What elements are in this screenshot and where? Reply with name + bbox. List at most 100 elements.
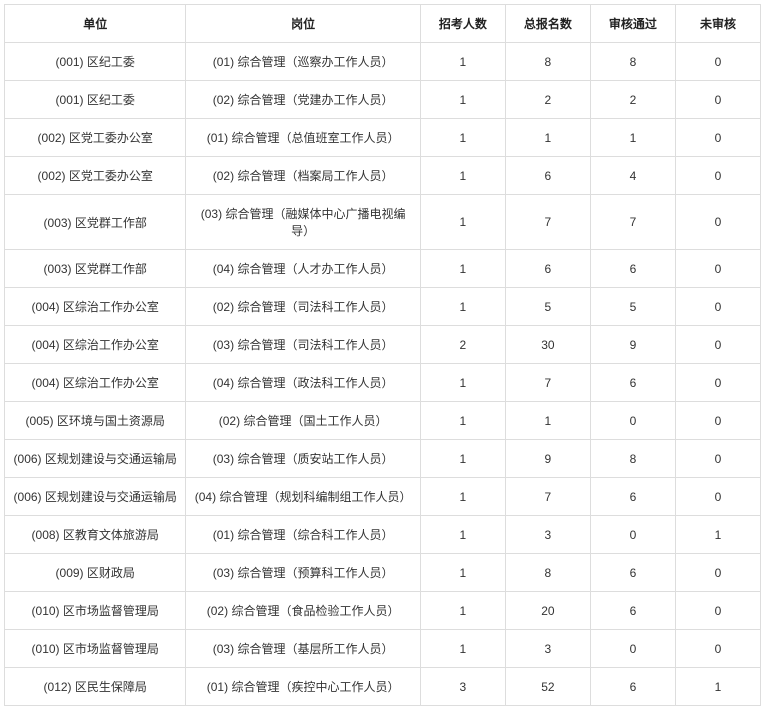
table-cell: 0 [675,157,760,195]
table-row: (008) 区教育文体旅游局(01) 综合管理（综合科工作人员）1301 [5,516,761,554]
table-cell: 1 [420,288,505,326]
table-cell: (02) 综合管理（党建办工作人员） [186,81,420,119]
table-cell: 0 [590,402,675,440]
table-cell: 1 [420,516,505,554]
table-cell: 20 [505,592,590,630]
table-cell: 4 [590,157,675,195]
col-header: 总报名数 [505,5,590,43]
table-cell: 6 [590,250,675,288]
table-cell: 7 [590,195,675,250]
table-cell: (012) 区民生保障局 [5,668,186,706]
table-cell: 0 [675,630,760,668]
table-cell: (04) 综合管理（人才办工作人员） [186,250,420,288]
table-cell: 9 [505,440,590,478]
table-cell: (03) 综合管理（基层所工作人员） [186,630,420,668]
table-cell: (004) 区综治工作办公室 [5,326,186,364]
table-cell: 0 [590,630,675,668]
table-cell: 0 [675,119,760,157]
table-cell: (03) 综合管理（司法科工作人员） [186,326,420,364]
table-cell: 8 [505,43,590,81]
col-header: 审核通过 [590,5,675,43]
table-cell: 3 [505,630,590,668]
table-cell: (01) 综合管理（综合科工作人员） [186,516,420,554]
table-cell: (03) 综合管理（融媒体中心广播电视编导） [186,195,420,250]
table-cell: (03) 综合管理（预算科工作人员） [186,554,420,592]
table-cell: 0 [675,440,760,478]
table-cell: 1 [420,630,505,668]
table-cell: 6 [590,554,675,592]
table-cell: (004) 区综治工作办公室 [5,364,186,402]
table-cell: 8 [590,440,675,478]
table-cell: 2 [505,81,590,119]
table-cell: (002) 区党工委办公室 [5,157,186,195]
table-cell: (005) 区环境与国土资源局 [5,402,186,440]
col-header: 岗位 [186,5,420,43]
table-cell: (008) 区教育文体旅游局 [5,516,186,554]
table-row: (009) 区财政局(03) 综合管理（预算科工作人员）1860 [5,554,761,592]
table-cell: (010) 区市场监督管理局 [5,630,186,668]
table-row: (004) 区综治工作办公室(04) 综合管理（政法科工作人员）1760 [5,364,761,402]
table-cell: 1 [420,364,505,402]
table-cell: 0 [675,326,760,364]
table-cell: (006) 区规划建设与交通运输局 [5,478,186,516]
table-cell: (04) 综合管理（规划科编制组工作人员） [186,478,420,516]
table-cell: 30 [505,326,590,364]
table-cell: 0 [675,195,760,250]
table-cell: 2 [590,81,675,119]
table-cell: 1 [420,592,505,630]
table-cell: 8 [505,554,590,592]
table-cell: 6 [505,250,590,288]
table-row: (004) 区综治工作办公室(03) 综合管理（司法科工作人员）23090 [5,326,761,364]
table-cell: 52 [505,668,590,706]
table-cell: 3 [420,668,505,706]
table-cell: 0 [675,402,760,440]
table-cell: 6 [590,364,675,402]
table-cell: 5 [505,288,590,326]
table-cell: 0 [675,250,760,288]
table-row: (010) 区市场监督管理局(03) 综合管理（基层所工作人员）1300 [5,630,761,668]
table-cell: 1 [420,119,505,157]
col-header: 未审核 [675,5,760,43]
table-cell: 1 [420,402,505,440]
table-cell: 1 [420,250,505,288]
table-cell: 0 [590,516,675,554]
table-cell: (02) 综合管理（国土工作人员） [186,402,420,440]
table-row: (001) 区纪工委(02) 综合管理（党建办工作人员）1220 [5,81,761,119]
table-cell: 0 [675,592,760,630]
table-cell: 9 [590,326,675,364]
table-cell: 2 [420,326,505,364]
table-cell: 0 [675,81,760,119]
col-header: 招考人数 [420,5,505,43]
table-cell: 0 [675,364,760,402]
table-cell: (003) 区党群工作部 [5,250,186,288]
table-cell: (004) 区综治工作办公室 [5,288,186,326]
table-cell: (04) 综合管理（政法科工作人员） [186,364,420,402]
table-cell: 0 [675,478,760,516]
table-cell: 1 [675,516,760,554]
table-cell: 1 [420,81,505,119]
table-cell: 1 [420,43,505,81]
table-cell: (003) 区党群工作部 [5,195,186,250]
table-cell: 8 [590,43,675,81]
table-row: (006) 区规划建设与交通运输局(04) 综合管理（规划科编制组工作人员）17… [5,478,761,516]
table-cell: (001) 区纪工委 [5,43,186,81]
table-cell: 1 [420,195,505,250]
table-cell: (02) 综合管理（食品检验工作人员） [186,592,420,630]
table-cell: (03) 综合管理（质安站工作人员） [186,440,420,478]
table-cell: 1 [420,157,505,195]
recruitment-table: 单位岗位招考人数总报名数审核通过未审核 (001) 区纪工委(01) 综合管理（… [4,4,761,706]
table-cell: (009) 区财政局 [5,554,186,592]
table-row: (012) 区民生保障局(01) 综合管理（疾控中心工作人员）35261 [5,668,761,706]
table-cell: 1 [420,478,505,516]
table-cell: 1 [505,119,590,157]
table-cell: 1 [505,402,590,440]
table-cell: (001) 区纪工委 [5,81,186,119]
table-row: (005) 区环境与国土资源局(02) 综合管理（国土工作人员）1100 [5,402,761,440]
table-row: (003) 区党群工作部(03) 综合管理（融媒体中心广播电视编导）1770 [5,195,761,250]
table-row: (003) 区党群工作部(04) 综合管理（人才办工作人员）1660 [5,250,761,288]
table-row: (006) 区规划建设与交通运输局(03) 综合管理（质安站工作人员）1980 [5,440,761,478]
table-cell: (01) 综合管理（总值班室工作人员） [186,119,420,157]
table-cell: 1 [420,440,505,478]
table-row: (002) 区党工委办公室(02) 综合管理（档案局工作人员）1640 [5,157,761,195]
table-cell: 7 [505,478,590,516]
